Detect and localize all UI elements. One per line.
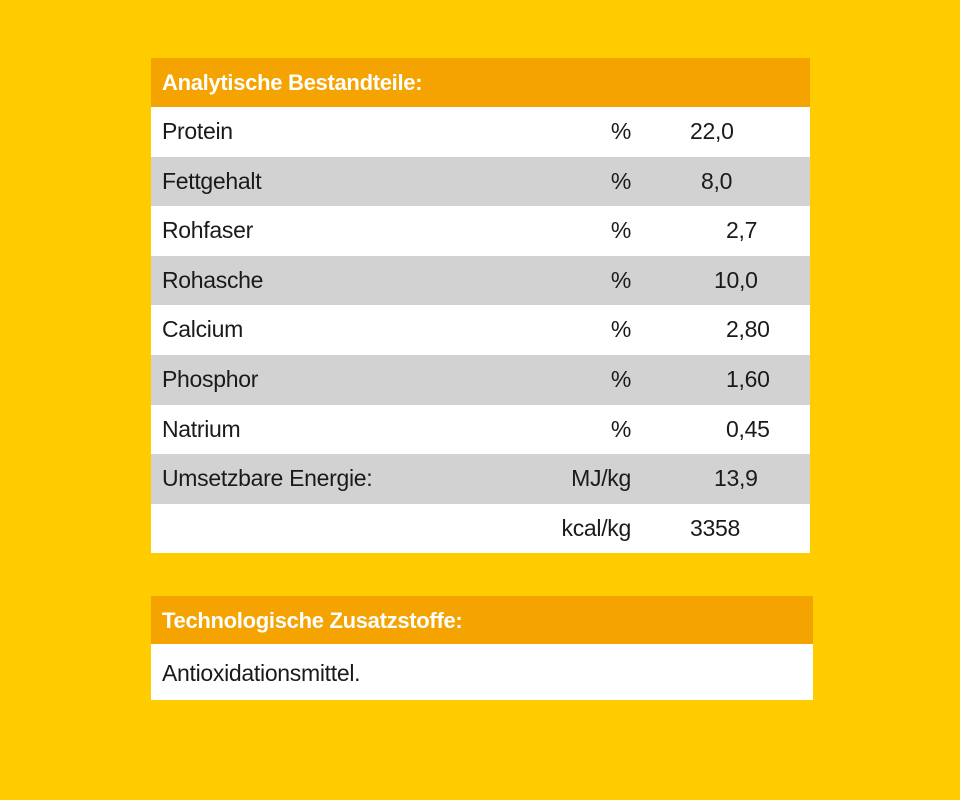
table-row: Calcium % 2,80 xyxy=(151,305,810,355)
row-label: Umsetzbare Energie: xyxy=(162,465,373,492)
row-value: 2,80 xyxy=(726,316,770,343)
technological-additives-heading: Technologische Zusatzstoffe: xyxy=(151,596,813,644)
row-value: 0,45 xyxy=(726,415,770,442)
row-unit: % xyxy=(610,365,631,392)
row-label: Natrium xyxy=(162,415,241,442)
row-value: 10,0 xyxy=(714,266,758,293)
row-unit: % xyxy=(610,217,631,244)
row-value: 13,9 xyxy=(714,465,758,492)
analytical-constituents-table: Analytische Bestandteile: Protein % 22,0… xyxy=(151,58,810,554)
row-unit: % xyxy=(610,316,631,343)
row-unit: MJ/kg xyxy=(571,465,631,492)
additives-text: Antioxidationsmittel. xyxy=(151,644,813,700)
row-value: 1,60 xyxy=(726,365,770,392)
table-row: Natrium % 0,45 xyxy=(151,404,810,455)
row-value: 2,7 xyxy=(726,217,758,244)
row-unit: % xyxy=(610,118,631,144)
analytical-constituents-heading: Analytische Bestandteile: xyxy=(151,58,810,107)
row-value: 22,0 xyxy=(690,118,734,144)
table-row: Umsetzbare Energie: MJ/kg 13,9 xyxy=(151,454,810,504)
table-row: Protein % 22,0 xyxy=(151,107,810,157)
technological-additives-table: Technologische Zusatzstoffe: Antioxidati… xyxy=(151,596,813,700)
row-unit: kcal/kg xyxy=(561,514,632,541)
row-label: Phosphor xyxy=(162,365,259,392)
row-label: Rohasche xyxy=(162,266,264,293)
row-label: Fettgehalt xyxy=(162,167,262,194)
row-label: Rohfaser xyxy=(162,217,253,244)
row-unit: % xyxy=(610,167,631,194)
row-unit: % xyxy=(610,266,631,293)
table-row: kcal/kg 3358 xyxy=(151,503,810,554)
row-unit: % xyxy=(610,415,631,442)
table-row: Rohfaser % 2,7 xyxy=(151,206,810,256)
row-value: 3358 xyxy=(690,514,740,541)
row-label: Calcium xyxy=(162,316,243,343)
table-row: Rohasche % 10,0 xyxy=(151,255,810,306)
table-row: Fettgehalt % 8,0 xyxy=(151,156,810,207)
row-label: Protein xyxy=(162,118,233,144)
table-row: Phosphor % 1,60 xyxy=(151,354,810,405)
row-value: 8,0 xyxy=(701,167,733,194)
